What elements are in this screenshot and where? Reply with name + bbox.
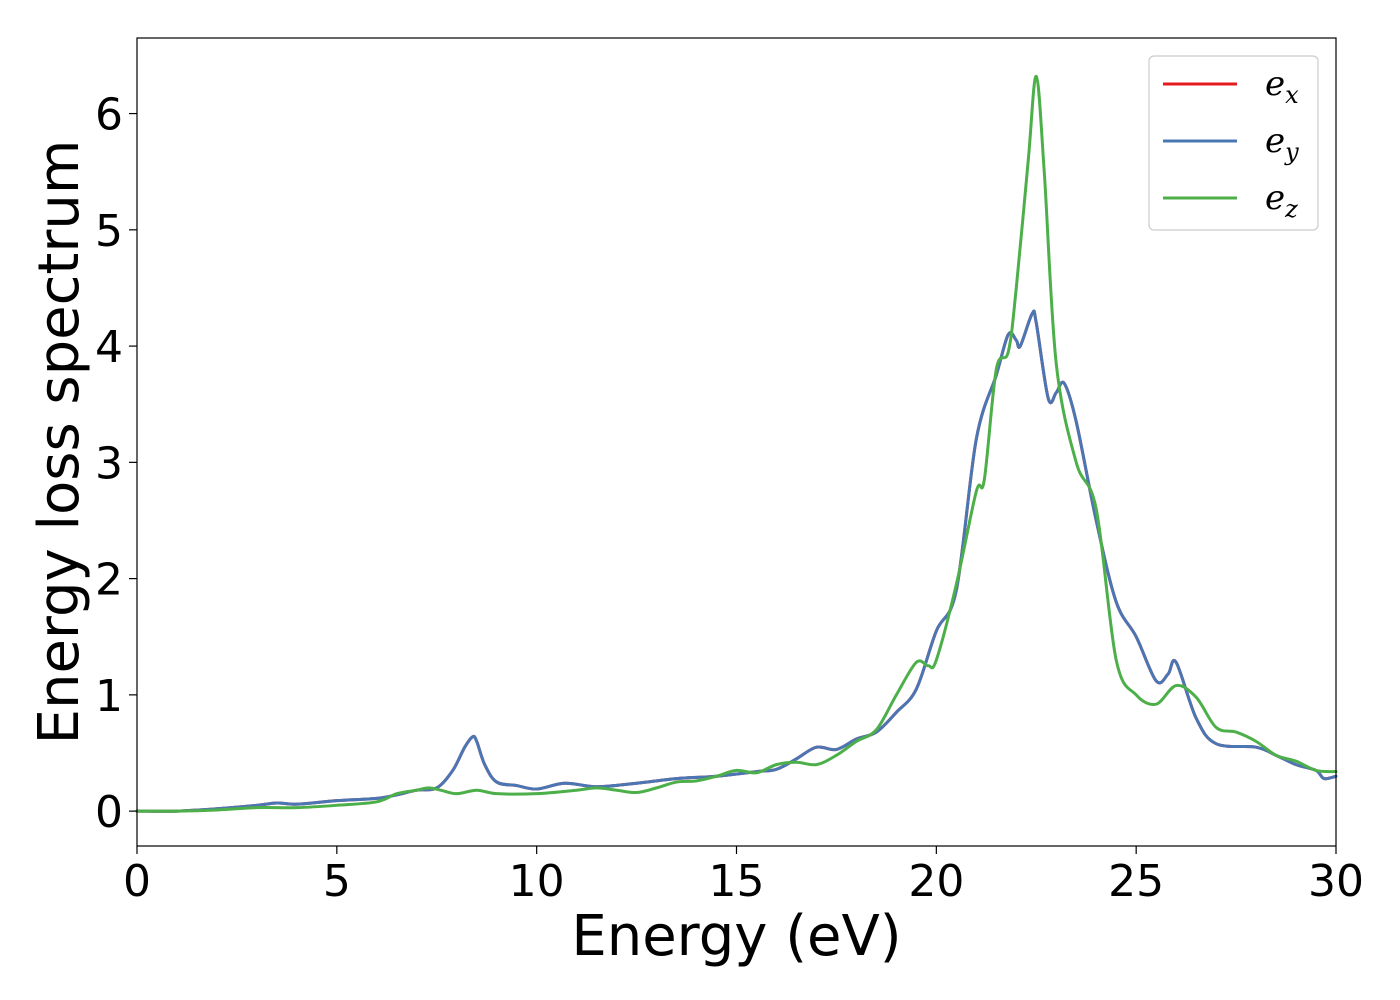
x-tick-label: 15 xyxy=(709,856,765,907)
series-line-z xyxy=(135,74,1338,813)
y-tick-label: 4 xyxy=(95,322,123,373)
y-tick-label: 3 xyxy=(95,438,123,489)
x-axis-title: Energy (eV) xyxy=(571,904,901,969)
y-axis: 0 1 2 3 4 5 6 xyxy=(95,90,137,838)
y-tick-label: 1 xyxy=(95,671,123,722)
x-tick-label: 30 xyxy=(1308,856,1364,907)
plot-background xyxy=(137,38,1336,846)
y-tick-label: 6 xyxy=(95,90,123,141)
y-tick-label: 2 xyxy=(95,555,123,606)
series-layer xyxy=(135,74,1338,813)
x-tick-label: 20 xyxy=(908,856,964,907)
x-tick-label: 5 xyxy=(323,856,351,907)
y-axis-title: Energy loss spectrum xyxy=(27,140,92,745)
x-tick-label: 0 xyxy=(123,856,151,907)
x-tick-label: 25 xyxy=(1108,856,1164,907)
x-tick-label: 10 xyxy=(509,856,565,907)
legend-box xyxy=(1148,55,1319,231)
y-tick-label: 0 xyxy=(95,787,123,838)
x-axis: 0 5 10 15 20 25 30 xyxy=(123,846,1364,907)
y-tick-label: 5 xyxy=(95,206,123,257)
